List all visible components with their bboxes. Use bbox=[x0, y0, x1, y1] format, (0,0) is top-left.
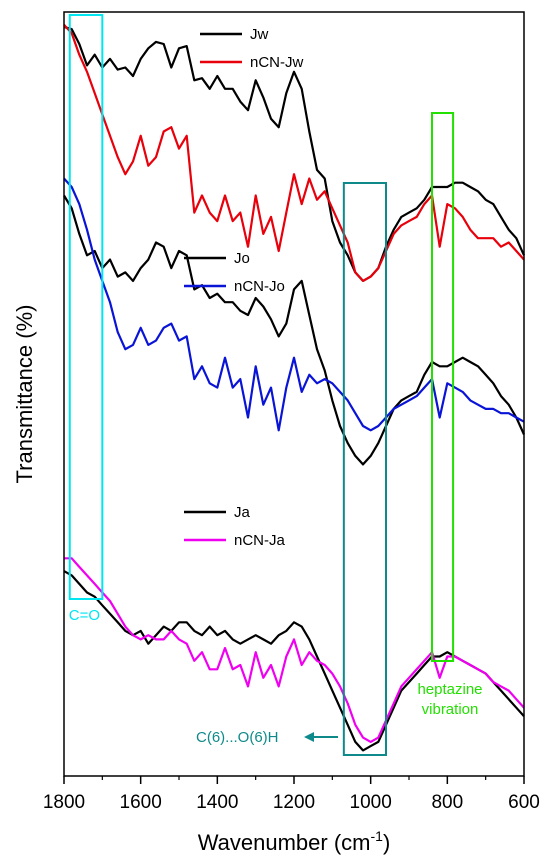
c6-o6h-region-box bbox=[342, 182, 388, 756]
x-tick-label: 1600 bbox=[120, 792, 162, 813]
x-tick-label: 1400 bbox=[196, 792, 238, 813]
x-axis-title-superscript: -1 bbox=[371, 828, 384, 844]
series-line-ja bbox=[63, 570, 525, 752]
plot-area bbox=[63, 24, 526, 752]
x-tick-label: 1000 bbox=[350, 792, 392, 813]
legend-label-ja: Ja bbox=[234, 504, 251, 521]
x-axis-title-close: ) bbox=[383, 830, 390, 855]
heptazine-label-line: heptazine bbox=[417, 681, 482, 698]
heptazine-region-box bbox=[431, 112, 455, 662]
plot-frame bbox=[63, 11, 525, 777]
annotations: C=O C(6)...O(6)H heptazine vibration bbox=[68, 14, 483, 756]
legend-label-jo: Jo bbox=[234, 250, 250, 267]
legend-label-ncn-ja: nCN-Ja bbox=[234, 532, 286, 549]
series-line-ncn-jo bbox=[63, 177, 525, 432]
legend-label-ncn-jw: nCN-Jw bbox=[250, 54, 304, 71]
series-line-jo bbox=[63, 194, 526, 466]
x-axis-ticks: 1800 1600 1400 1200 1000 800 600 bbox=[43, 776, 540, 813]
x-tick-label: 800 bbox=[431, 792, 463, 813]
x-tick-label: 1800 bbox=[43, 792, 85, 813]
legend-label-ncn-jo: nCN-Jo bbox=[234, 278, 285, 295]
legend: Jw nCN-Jw Jo nCN-Jo Ja nCN-Ja bbox=[184, 26, 304, 549]
legend-label-jw: Jw bbox=[250, 26, 269, 43]
x-tick-label: 1200 bbox=[273, 792, 315, 813]
x-tick-label: 600 bbox=[508, 792, 540, 813]
carbonyl-region-box bbox=[68, 14, 104, 600]
c6-o6h-label: C(6)...O(6)H bbox=[196, 729, 279, 746]
series-line-ncn-ja bbox=[64, 557, 525, 743]
x-axis-title: Wavenumber (cm-1) bbox=[198, 828, 391, 855]
carbonyl-label: C=O bbox=[69, 607, 100, 624]
c6-o6h-arrowhead bbox=[304, 732, 314, 742]
series-line-jw bbox=[63, 25, 526, 282]
y-axis-title: Transmittance (%) bbox=[12, 305, 37, 484]
series-line-ncn-jw bbox=[63, 24, 525, 282]
heptazine-label-line: vibration bbox=[422, 701, 479, 718]
